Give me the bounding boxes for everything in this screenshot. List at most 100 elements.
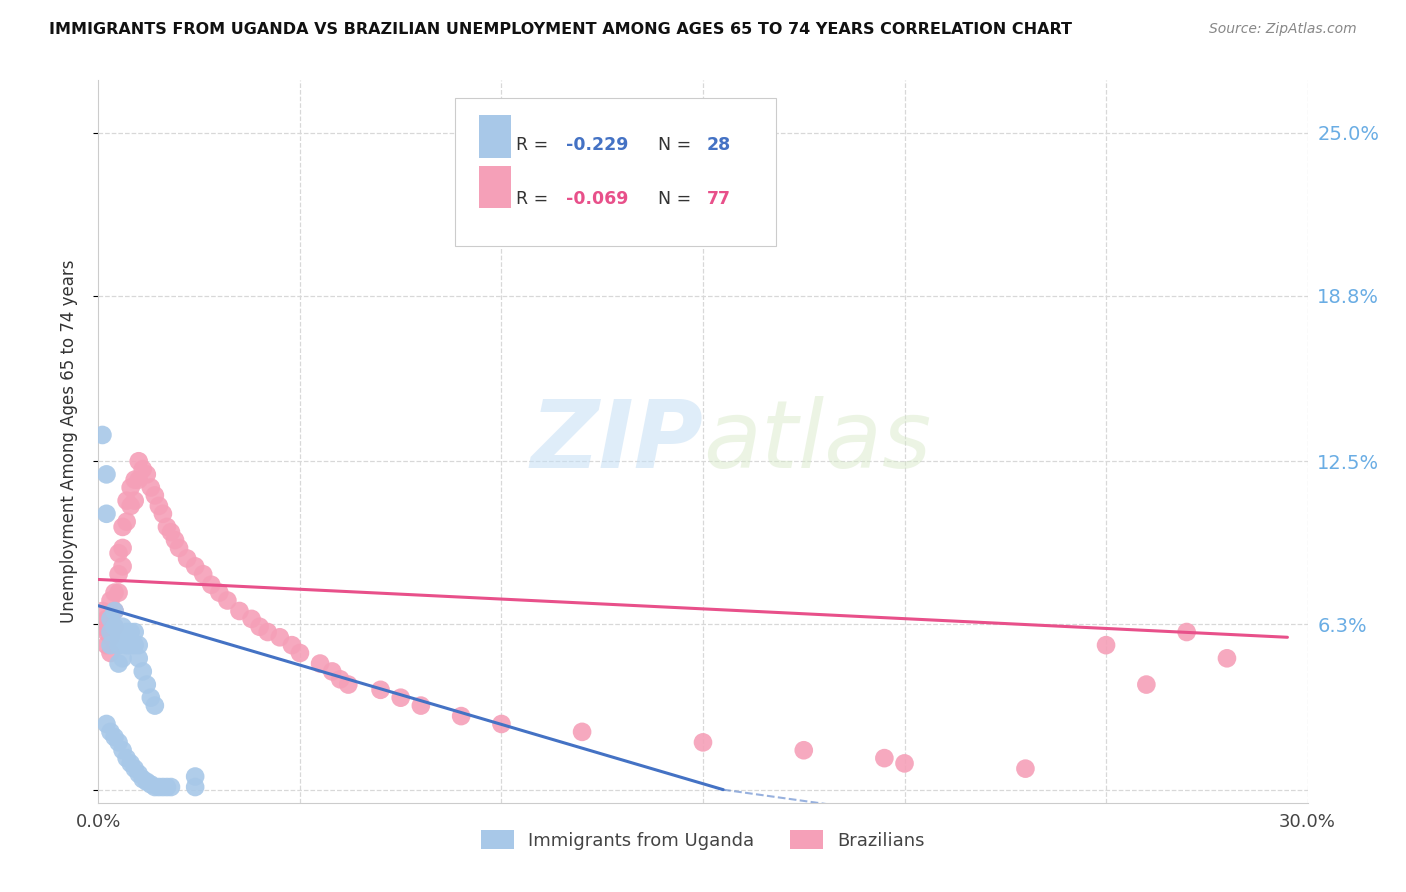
Point [1095,638,1118,652]
Point [107,657,129,671]
Point [184,559,207,574]
Point [135,467,157,482]
Point [389,690,412,705]
Legend: Immigrants from Uganda, Brazilians: Immigrants from Uganda, Brazilians [472,822,934,859]
Point [409,698,432,713]
Point [1014,762,1036,776]
Point [240,612,263,626]
Y-axis label: Unemployment Among Ages 65 to 74 years: Unemployment Among Ages 65 to 74 years [59,260,77,624]
Point [321,665,343,679]
Point [692,735,714,749]
Point [143,780,166,794]
Point [91,604,114,618]
Point [160,780,183,794]
Point [103,620,125,634]
Point [152,780,174,794]
Point [111,743,134,757]
Text: N =: N = [658,191,697,209]
FancyBboxPatch shape [479,166,510,208]
Point [115,638,138,652]
Point [124,638,146,652]
Text: R =: R = [516,136,554,154]
Text: ZIP: ZIP [530,395,703,488]
Text: 77: 77 [707,191,731,209]
Point [249,620,271,634]
Point [128,767,150,781]
Point [103,585,125,599]
Point [288,646,311,660]
Point [228,604,250,618]
Point [152,507,174,521]
Point [281,638,304,652]
Point [148,499,170,513]
Point [139,481,162,495]
Point [96,467,118,482]
Point [148,780,170,794]
Point [115,493,138,508]
Point [176,551,198,566]
Point [217,593,239,607]
Point [107,546,129,560]
Point [107,567,129,582]
Point [450,709,472,723]
Point [329,673,352,687]
Point [111,520,134,534]
Text: -0.069: -0.069 [567,191,628,209]
Point [1135,677,1157,691]
Point [156,780,179,794]
Point [156,520,179,534]
Point [111,620,134,634]
Text: -0.229: -0.229 [567,136,628,154]
Point [873,751,896,765]
Point [96,638,118,652]
Point [128,638,150,652]
Point [96,612,118,626]
Point [120,638,142,652]
Point [103,604,125,618]
Point [120,625,142,640]
Text: N =: N = [658,136,697,154]
Point [111,559,134,574]
Point [120,756,142,771]
Point [100,646,122,660]
Point [139,777,162,791]
Point [163,533,186,547]
Point [91,620,114,634]
Point [91,428,114,442]
Point [100,625,122,640]
Point [96,625,118,640]
Point [128,473,150,487]
Point [124,762,146,776]
Point [1216,651,1239,665]
Text: R =: R = [516,191,554,209]
Point [184,780,207,794]
Point [309,657,332,671]
Point [120,481,142,495]
FancyBboxPatch shape [456,98,776,246]
Point [100,638,122,652]
Point [96,717,118,731]
Point [100,593,122,607]
Point [124,493,146,508]
Point [370,682,392,697]
Point [124,625,146,640]
Text: 28: 28 [707,136,731,154]
Point [124,473,146,487]
Text: IMMIGRANTS FROM UGANDA VS BRAZILIAN UNEMPLOYMENT AMONG AGES 65 TO 74 YEARS CORRE: IMMIGRANTS FROM UGANDA VS BRAZILIAN UNEM… [49,22,1073,37]
Point [103,730,125,744]
Point [193,567,215,582]
Point [893,756,915,771]
Point [100,612,122,626]
Point [135,677,157,691]
Point [103,604,125,618]
Point [491,717,513,731]
Point [107,638,129,652]
Point [128,454,150,468]
Point [107,585,129,599]
Point [208,585,231,599]
Point [115,625,138,640]
Point [160,525,183,540]
Point [128,651,150,665]
Point [337,677,360,691]
Point [107,735,129,749]
